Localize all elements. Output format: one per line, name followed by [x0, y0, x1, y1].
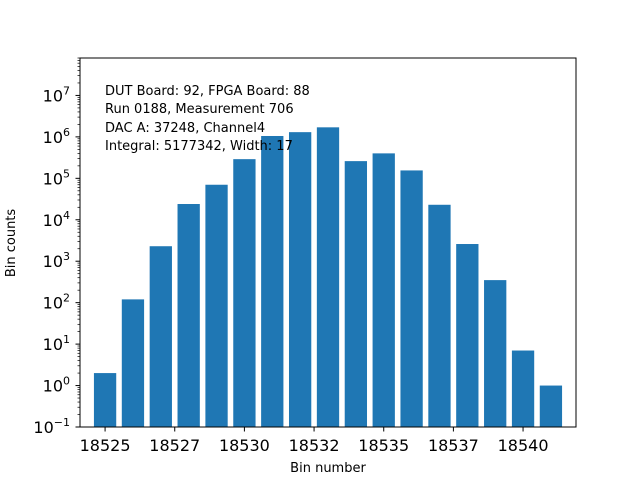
y-axis-ticks: 10−1 100 101 102 103 104 105 106 107 [33, 57, 80, 437]
x-tick-label: 18535 [358, 436, 409, 455]
bar-18532 [288, 132, 312, 427]
bar-18537 [428, 204, 451, 427]
bar-18527 [149, 246, 172, 427]
bar-18539 [484, 280, 507, 427]
x-tick-label: 18527 [149, 436, 200, 455]
bar-18528 [177, 204, 200, 427]
bar-18536 [400, 170, 423, 427]
y-tick-label: 103 [43, 250, 70, 271]
y-tick-label: 104 [43, 209, 70, 230]
y-tick-label: 10−1 [33, 416, 70, 437]
bar-18529 [205, 184, 228, 427]
bars-group [93, 127, 563, 428]
bar-18534 [344, 161, 368, 428]
bar-18538 [456, 244, 479, 427]
bar-18525 [93, 373, 117, 427]
bar-18533 [316, 127, 340, 427]
annotation-line-4: Integral: 5177342, Width: 17 [105, 139, 293, 154]
y-tick-label: 105 [43, 167, 70, 188]
bar-18540 [511, 350, 535, 427]
annotation-line-2: Run 0188, Measurement 706 [105, 102, 294, 117]
annotation-line-1: DUT Board: 92, FPGA Board: 88 [105, 84, 310, 99]
bar-18535 [372, 153, 395, 427]
annotation-line-3: DAC A: 37248, Channel4 [105, 121, 265, 136]
plot-frame [79, 57, 577, 428]
x-axis-label: Bin number [290, 461, 366, 476]
bar-18531 [261, 135, 284, 427]
x-tick-label: 18540 [498, 436, 549, 455]
bar-18541 [539, 385, 563, 427]
x-tick-label: 18532 [289, 436, 340, 455]
y-tick-label: 101 [43, 333, 70, 354]
annotation-box: DUT Board: 92, FPGA Board: 88 Run 0188, … [105, 84, 310, 154]
bar-18526 [121, 299, 145, 427]
y-tick-label: 106 [43, 126, 70, 147]
x-tick-label: 18530 [219, 436, 270, 455]
y-tick-label: 102 [43, 292, 70, 313]
x-tick-label: 18525 [80, 436, 131, 455]
y-axis-label: Bin counts [4, 209, 19, 278]
y-tick-label: 100 [43, 375, 70, 396]
x-tick-label: 18537 [428, 436, 479, 455]
y-tick-label: 107 [43, 84, 70, 105]
x-axis-ticks: 18525 18527 18530 18532 18535 18537 18540 [80, 427, 549, 455]
bar-18530 [233, 159, 256, 428]
